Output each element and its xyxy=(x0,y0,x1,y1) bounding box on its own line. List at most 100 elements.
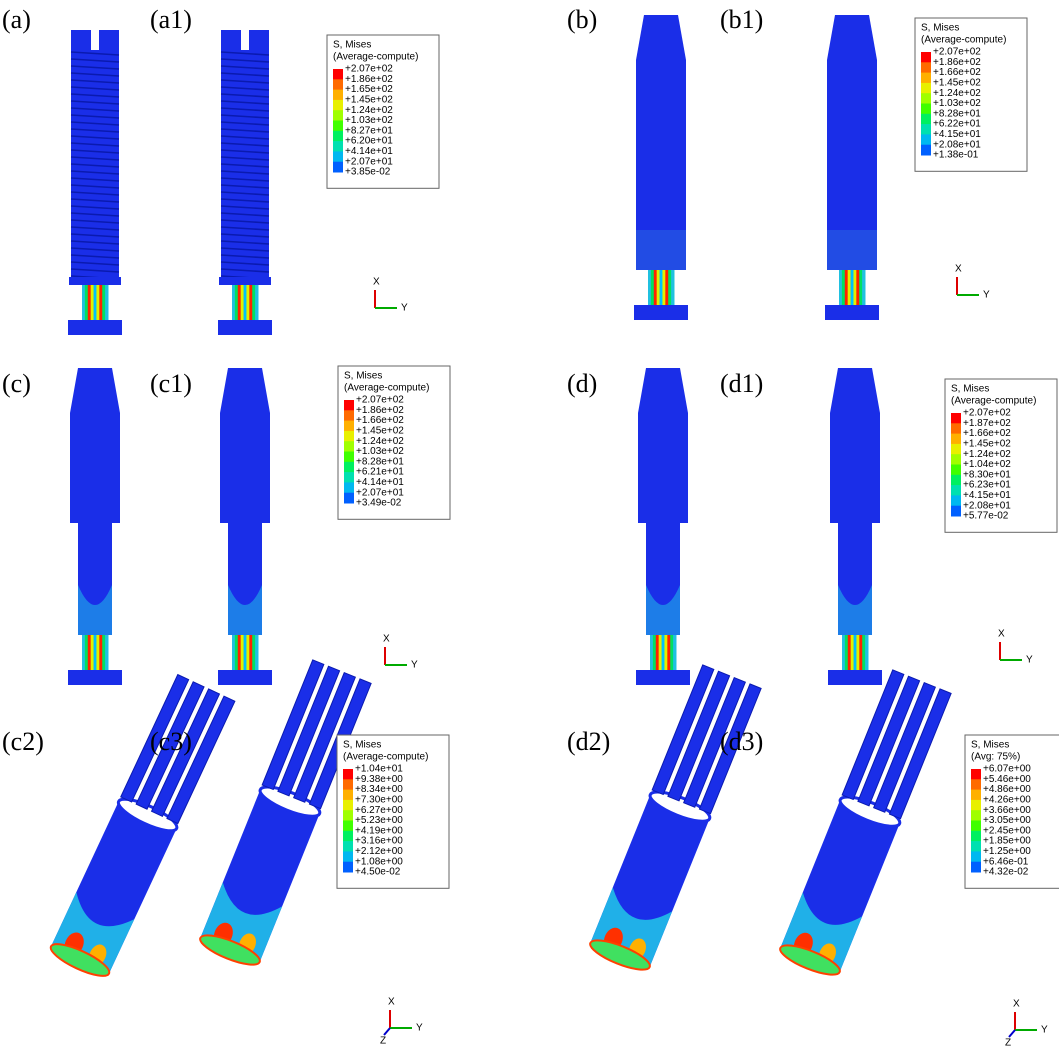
neck-stripe xyxy=(847,270,852,305)
tube-opening xyxy=(116,797,179,833)
legend-swatch xyxy=(343,799,353,811)
thread-line xyxy=(70,72,120,77)
legend-value: +4.26e+00 xyxy=(983,795,1031,806)
neck-stripe xyxy=(862,635,866,670)
legend-swatch xyxy=(344,461,354,473)
legend-swatch xyxy=(333,89,343,101)
axis-label: X xyxy=(383,634,390,645)
legend-swatch xyxy=(333,99,343,111)
tube-end xyxy=(589,939,651,971)
legend-swatch xyxy=(951,464,961,476)
legend-title: S, Mises xyxy=(343,740,381,751)
neck-stripe xyxy=(82,635,86,670)
panel-label: (d2) xyxy=(567,727,610,756)
legend-swatch xyxy=(971,851,981,863)
legend-swatch xyxy=(343,769,353,780)
panel-label: (b) xyxy=(567,5,597,34)
panel-label: (b1) xyxy=(720,5,763,34)
legend-swatch xyxy=(921,113,931,125)
neck-stripe xyxy=(844,270,849,305)
finger xyxy=(651,664,715,796)
finger xyxy=(150,688,221,818)
panel-label: (c1) xyxy=(150,369,192,398)
legend-value: +1.65e+02 xyxy=(345,84,393,95)
neck-stripe xyxy=(659,270,663,305)
axis-label: X xyxy=(388,997,395,1008)
legend-value: +4.14e+01 xyxy=(356,477,404,488)
neck-stripe xyxy=(856,635,860,670)
legend-swatch xyxy=(951,413,961,424)
legend-value: +9.38e+00 xyxy=(355,774,403,785)
thread-line xyxy=(70,163,120,168)
finger xyxy=(293,671,357,803)
panel-label: (a1) xyxy=(150,5,192,34)
legend-swatch xyxy=(951,495,961,507)
panel: (a) (a1)S, Mises(Average-compute)+2.07e+0… xyxy=(2,5,440,335)
finger xyxy=(166,695,236,825)
axis-label: X xyxy=(1013,999,1020,1010)
rod-body xyxy=(70,368,120,635)
neck-stripe xyxy=(90,285,95,320)
finger xyxy=(683,676,747,808)
axis-label: X xyxy=(998,629,1005,640)
rod-body xyxy=(830,368,880,635)
thread-line xyxy=(70,79,120,84)
legend-swatch xyxy=(333,151,343,163)
legend-swatch xyxy=(344,482,354,494)
rod-shade xyxy=(838,585,872,635)
legend-value: +4.14e+01 xyxy=(345,146,393,157)
legend-swatch xyxy=(951,433,961,445)
neck-stripe xyxy=(841,270,846,305)
neck-stripe xyxy=(237,285,242,320)
legend-value: +1.66e+02 xyxy=(356,415,404,426)
legend-swatch xyxy=(344,492,354,504)
legend-swatch xyxy=(971,779,981,791)
axis-label: X xyxy=(373,277,380,288)
thread-line xyxy=(70,128,120,133)
legend-value: +1.24e+02 xyxy=(345,105,393,116)
legend-value: +1.25e+00 xyxy=(983,846,1031,857)
neck-stripe xyxy=(653,270,658,305)
legend-swatch xyxy=(921,124,931,135)
neck-stripe xyxy=(240,285,245,320)
axis-label: X xyxy=(955,264,962,275)
legend-value: +2.08e+01 xyxy=(963,500,1011,511)
legend-swatch xyxy=(343,820,353,832)
neck-stripe xyxy=(246,285,250,320)
legend-swatch xyxy=(921,62,931,74)
panel: (b) (b1) S, Mises(Average-compute)+2.07e+0… xyxy=(567,5,1028,320)
finger xyxy=(857,675,921,807)
legend-value: +6.22e+01 xyxy=(933,119,981,130)
axis-label: Y xyxy=(1041,1025,1048,1036)
legend-value: +1.24e+02 xyxy=(356,436,404,447)
neck-stripe xyxy=(90,635,95,670)
neck-stripe xyxy=(105,635,109,670)
legend-value: +6.27e+00 xyxy=(355,805,403,816)
neck-stripe xyxy=(661,635,665,670)
tube xyxy=(589,664,762,971)
legend-swatch xyxy=(971,769,981,780)
neck-stripe xyxy=(859,635,863,670)
thread-line xyxy=(220,128,270,133)
neck-stripe xyxy=(850,635,855,670)
legend-value: +1.38e-01 xyxy=(933,150,979,161)
neck-stripe xyxy=(255,635,259,670)
thread-line xyxy=(70,261,120,266)
neck-stripe xyxy=(842,635,846,670)
thread-line xyxy=(220,142,270,147)
legend-swatch xyxy=(971,799,981,811)
legend-value: +6.21e+01 xyxy=(356,467,404,478)
legend-value: +3.66e+00 xyxy=(983,805,1031,816)
tube-opening xyxy=(648,790,712,823)
legend-value: +2.07e+02 xyxy=(933,47,981,58)
neck-stripe xyxy=(856,270,860,305)
legend-value: +6.07e+00 xyxy=(983,764,1031,775)
thread-line xyxy=(220,72,270,77)
neck-stripe xyxy=(99,635,103,670)
legend-swatch xyxy=(343,779,353,791)
legend-value: +1.45e+02 xyxy=(933,78,981,89)
legend-title: S, Mises xyxy=(921,23,959,34)
rod-body xyxy=(220,368,270,635)
legend-value: +1.45e+02 xyxy=(345,95,393,106)
neck-stripe xyxy=(96,635,100,670)
